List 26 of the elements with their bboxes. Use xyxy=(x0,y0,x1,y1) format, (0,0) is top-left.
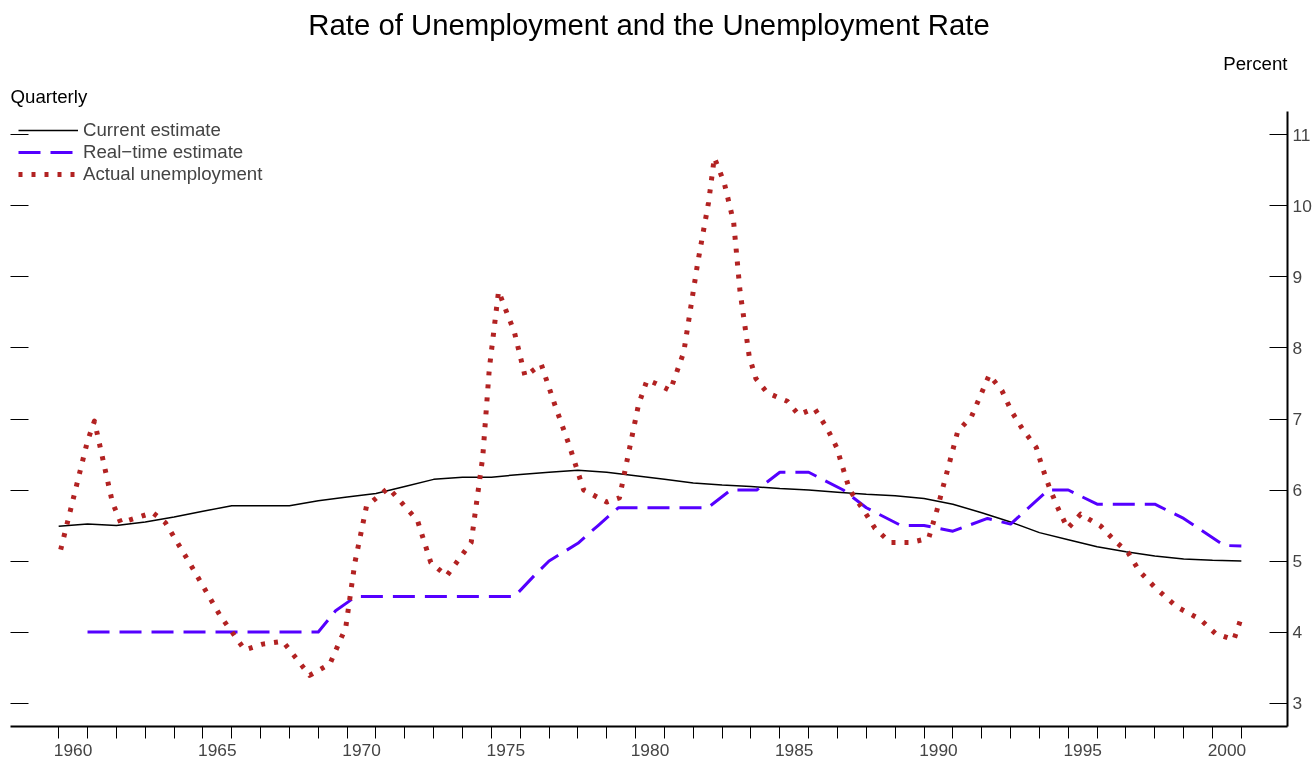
x-tick-label: 1980 xyxy=(630,739,670,758)
x-tick-label: 1965 xyxy=(198,739,237,758)
chart-title: Rate of Unemployment and the Unemployment Rate xyxy=(308,7,990,41)
y-tick-label: 10 xyxy=(1292,195,1312,216)
y-tick-label: 7 xyxy=(1292,409,1303,429)
text: Quarterly xyxy=(10,85,88,107)
y-tick-label: 3 xyxy=(1292,693,1303,714)
x-tick-label: 1960 xyxy=(53,739,93,758)
legend-label: Actual unemployment xyxy=(83,163,263,185)
y-tick-label: 4 xyxy=(1292,622,1303,643)
legend-label: Real−time estimate xyxy=(83,141,244,163)
y-tick-label: 8 xyxy=(1292,337,1303,358)
x-tick-label: 2000 xyxy=(1207,739,1247,758)
y-tick-label: 9 xyxy=(1292,266,1303,287)
x-tick-label: 1970 xyxy=(342,739,381,758)
x-tick-label: 1995 xyxy=(1063,739,1102,758)
y-axis-title: Percent xyxy=(1223,52,1289,74)
line-series xyxy=(86,470,1243,634)
legend-label: Current estimate xyxy=(83,119,221,141)
line-series xyxy=(57,469,1243,562)
x-tick-label: 1990 xyxy=(919,739,958,758)
y-tick-label: 6 xyxy=(1292,480,1303,501)
y-tick-label: 5 xyxy=(1292,551,1303,572)
y-tick-label: 11 xyxy=(1292,124,1311,145)
x-tick-label: 1975 xyxy=(486,739,526,758)
x-tick-label: 1985 xyxy=(774,739,814,758)
